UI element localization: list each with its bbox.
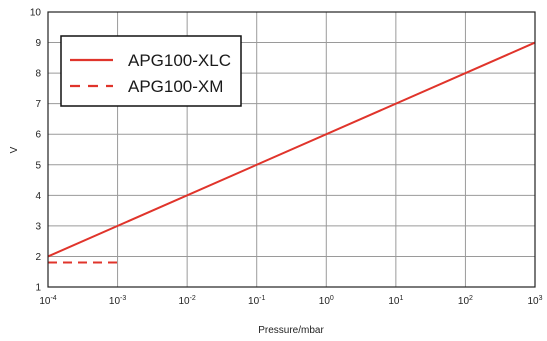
- plot-frame: [47, 11, 536, 288]
- x-tick-label: 10-3: [109, 295, 126, 307]
- x-tick-label: 10-4: [39, 295, 56, 307]
- y-tick-label: 7: [35, 99, 41, 110]
- y-tick-label: 10: [30, 8, 42, 19]
- y-tick-label: 8: [35, 69, 41, 80]
- legend-box: [60, 35, 242, 107]
- x-tick-label: 102: [458, 295, 473, 307]
- y-axis-ticks: 1 2 3 4 5 6 7 8 9 10: [30, 8, 42, 294]
- x-tick-label: 10-2: [178, 295, 195, 307]
- x-tick-label: 10-1: [248, 295, 265, 307]
- legend: APG100-XLC APG100-XM: [60, 35, 242, 107]
- y-tick-label: 1: [35, 283, 41, 294]
- y-axis-title: V: [9, 146, 20, 153]
- x-axis-title: Pressure/mbar: [258, 325, 324, 336]
- legend-label-apg100-xm: APG100-XM: [128, 77, 223, 96]
- y-tick-label: 9: [35, 38, 41, 49]
- series-line-apg100-xlc: [47, 41, 536, 258]
- legend-label-apg100-xlc: APG100-XLC: [128, 51, 231, 70]
- x-tick-label: 101: [388, 295, 403, 307]
- x-tick-label: 103: [527, 295, 542, 307]
- y-tick-label: 4: [35, 191, 41, 202]
- y-tick-label: 3: [35, 221, 41, 232]
- y-tick-label: 5: [35, 160, 41, 171]
- x-tick-label: 100: [319, 295, 334, 307]
- y-tick-label: 2: [35, 252, 41, 263]
- x-axis-ticks: 10-4 10-3 10-2 10-1 100 101 102 103: [39, 295, 542, 307]
- series-lines: [47, 41, 536, 264]
- y-tick-label: 6: [35, 130, 41, 141]
